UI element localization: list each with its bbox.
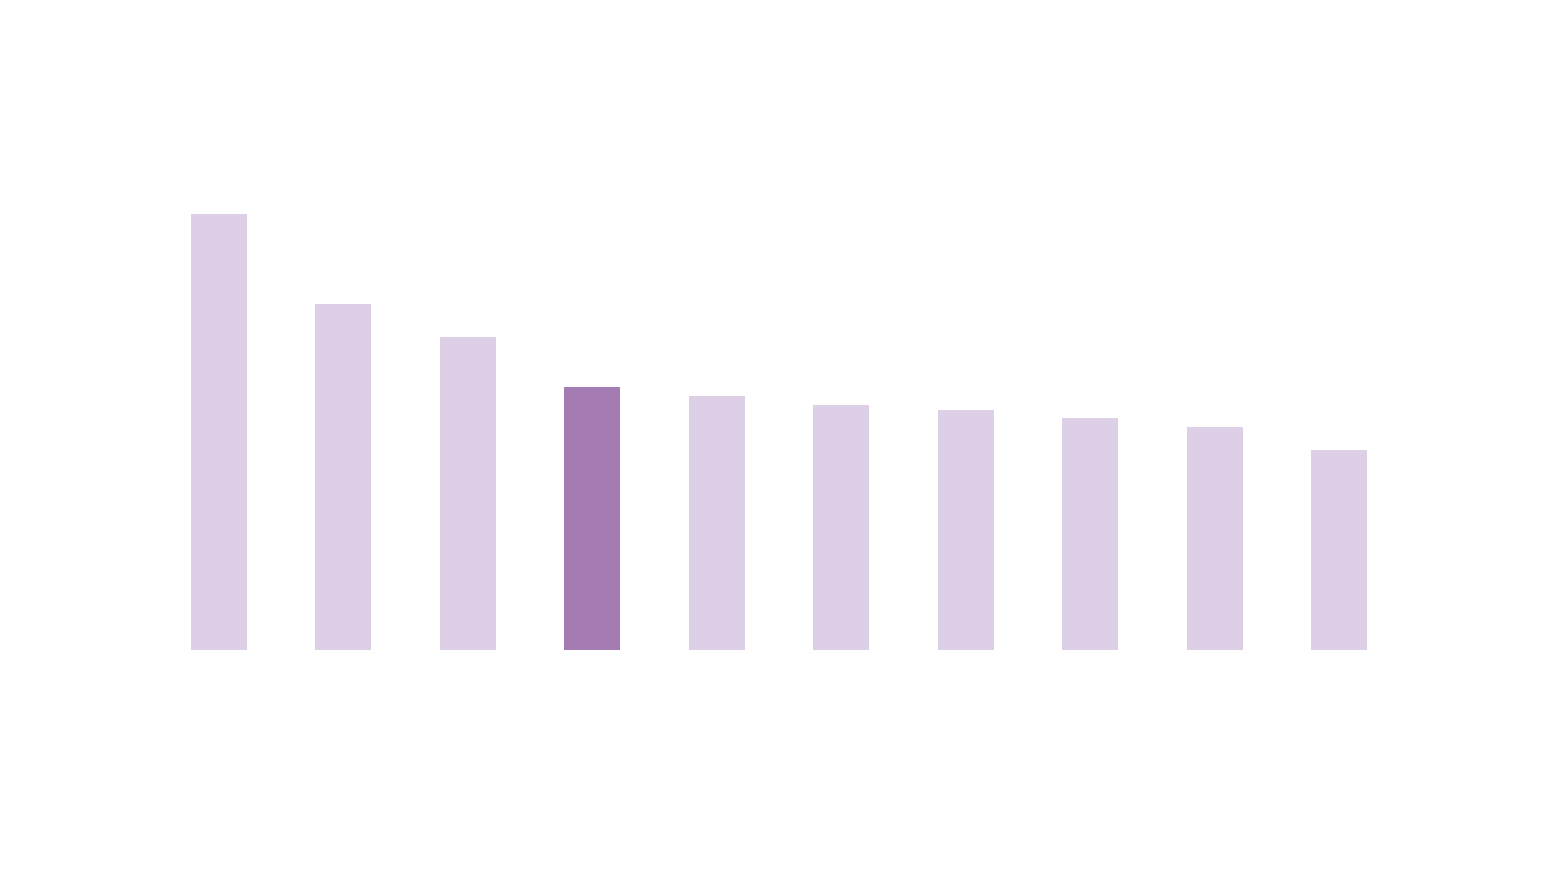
bar-highlighted <box>564 387 620 650</box>
bar <box>1311 450 1367 650</box>
bar <box>813 405 869 650</box>
bar <box>440 337 496 650</box>
bar <box>191 214 247 650</box>
bar <box>315 304 371 650</box>
bar-chart <box>191 214 1367 650</box>
bar <box>938 410 994 650</box>
bar <box>1062 418 1118 650</box>
bar <box>1187 427 1243 650</box>
bar <box>689 396 745 650</box>
